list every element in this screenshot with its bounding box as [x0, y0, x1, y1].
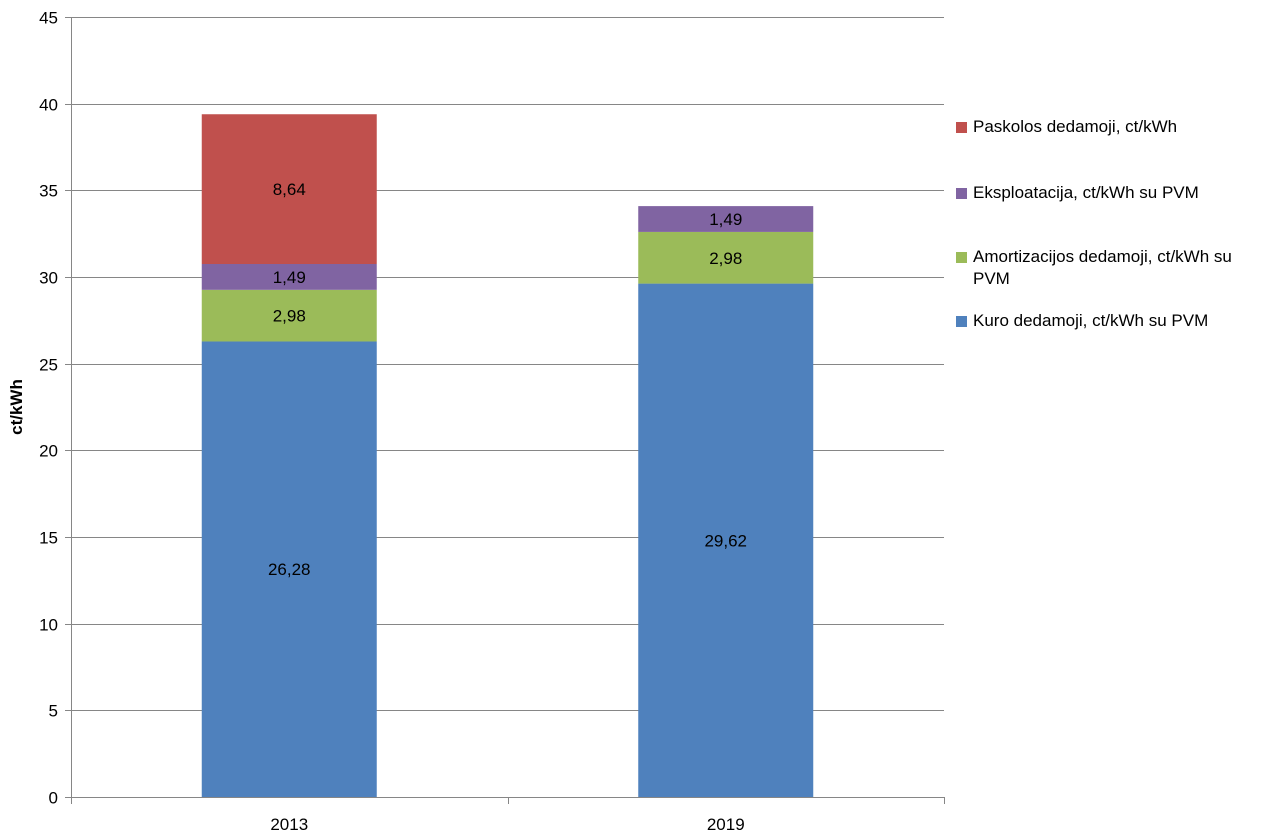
y-tick-label: 30: [39, 269, 58, 288]
y-tick-label: 40: [39, 96, 58, 115]
legend-swatch-eksploatacija: [956, 188, 967, 199]
data-label: 1,49: [709, 210, 742, 229]
legend-label-eksploatacija: Eksploatacija, ct/kWh su PVM: [973, 183, 1199, 202]
legend-swatch-amortizacijos: [956, 252, 967, 263]
data-label: 2,98: [709, 249, 742, 268]
x-tick-label: 2019: [707, 815, 745, 834]
data-label: 8,64: [273, 180, 306, 199]
bar-segment: [201, 289, 377, 342]
legend-swatch-kuro: [956, 316, 967, 327]
legend-item-amortizacijos: Amortizacijos dedamoji, ct/kWh su PVM: [956, 246, 1273, 290]
legend-item-kuro: Kuro dedamoji, ct/kWh su PVM: [956, 310, 1273, 332]
y-tick-label: 25: [39, 356, 58, 375]
x-tick-label: 2013: [270, 815, 308, 834]
legend-swatch-paskolos: [956, 122, 967, 133]
data-label: 29,62: [704, 531, 747, 550]
legend-label-kuro: Kuro dedamoji, ct/kWh su PVM: [973, 311, 1209, 330]
bar-segment: [201, 264, 377, 290]
legend-label-paskolos: Paskolos dedamoji, ct/kWh: [973, 117, 1178, 136]
bar-segment: [638, 283, 814, 797]
bar-segment: [638, 231, 814, 284]
data-label: 26,28: [268, 560, 311, 579]
legend-item-eksploatacija: Eksploatacija, ct/kWh su PVM: [956, 182, 1273, 204]
y-tick-label: 5: [49, 702, 58, 721]
bar-segment: [638, 206, 814, 232]
y-axis-title: ct/kWh: [7, 379, 26, 435]
legend-label-amortizacijos: Amortizacijos dedamoji, ct/kWh su PVM: [973, 247, 1232, 288]
y-tick-label: 15: [39, 529, 58, 548]
y-tick-label: 45: [39, 9, 58, 28]
y-tick-label: 10: [39, 616, 58, 635]
data-label: 1,49: [273, 268, 306, 287]
data-label: 2,98: [273, 307, 306, 326]
legend-item-paskolos: Paskolos dedamoji, ct/kWh: [956, 116, 1273, 138]
y-tick-label: 0: [49, 789, 58, 808]
y-tick-label: 35: [39, 182, 58, 201]
y-tick-label: 20: [39, 442, 58, 461]
bar-segment: [201, 341, 377, 797]
bar-segment: [201, 114, 377, 265]
